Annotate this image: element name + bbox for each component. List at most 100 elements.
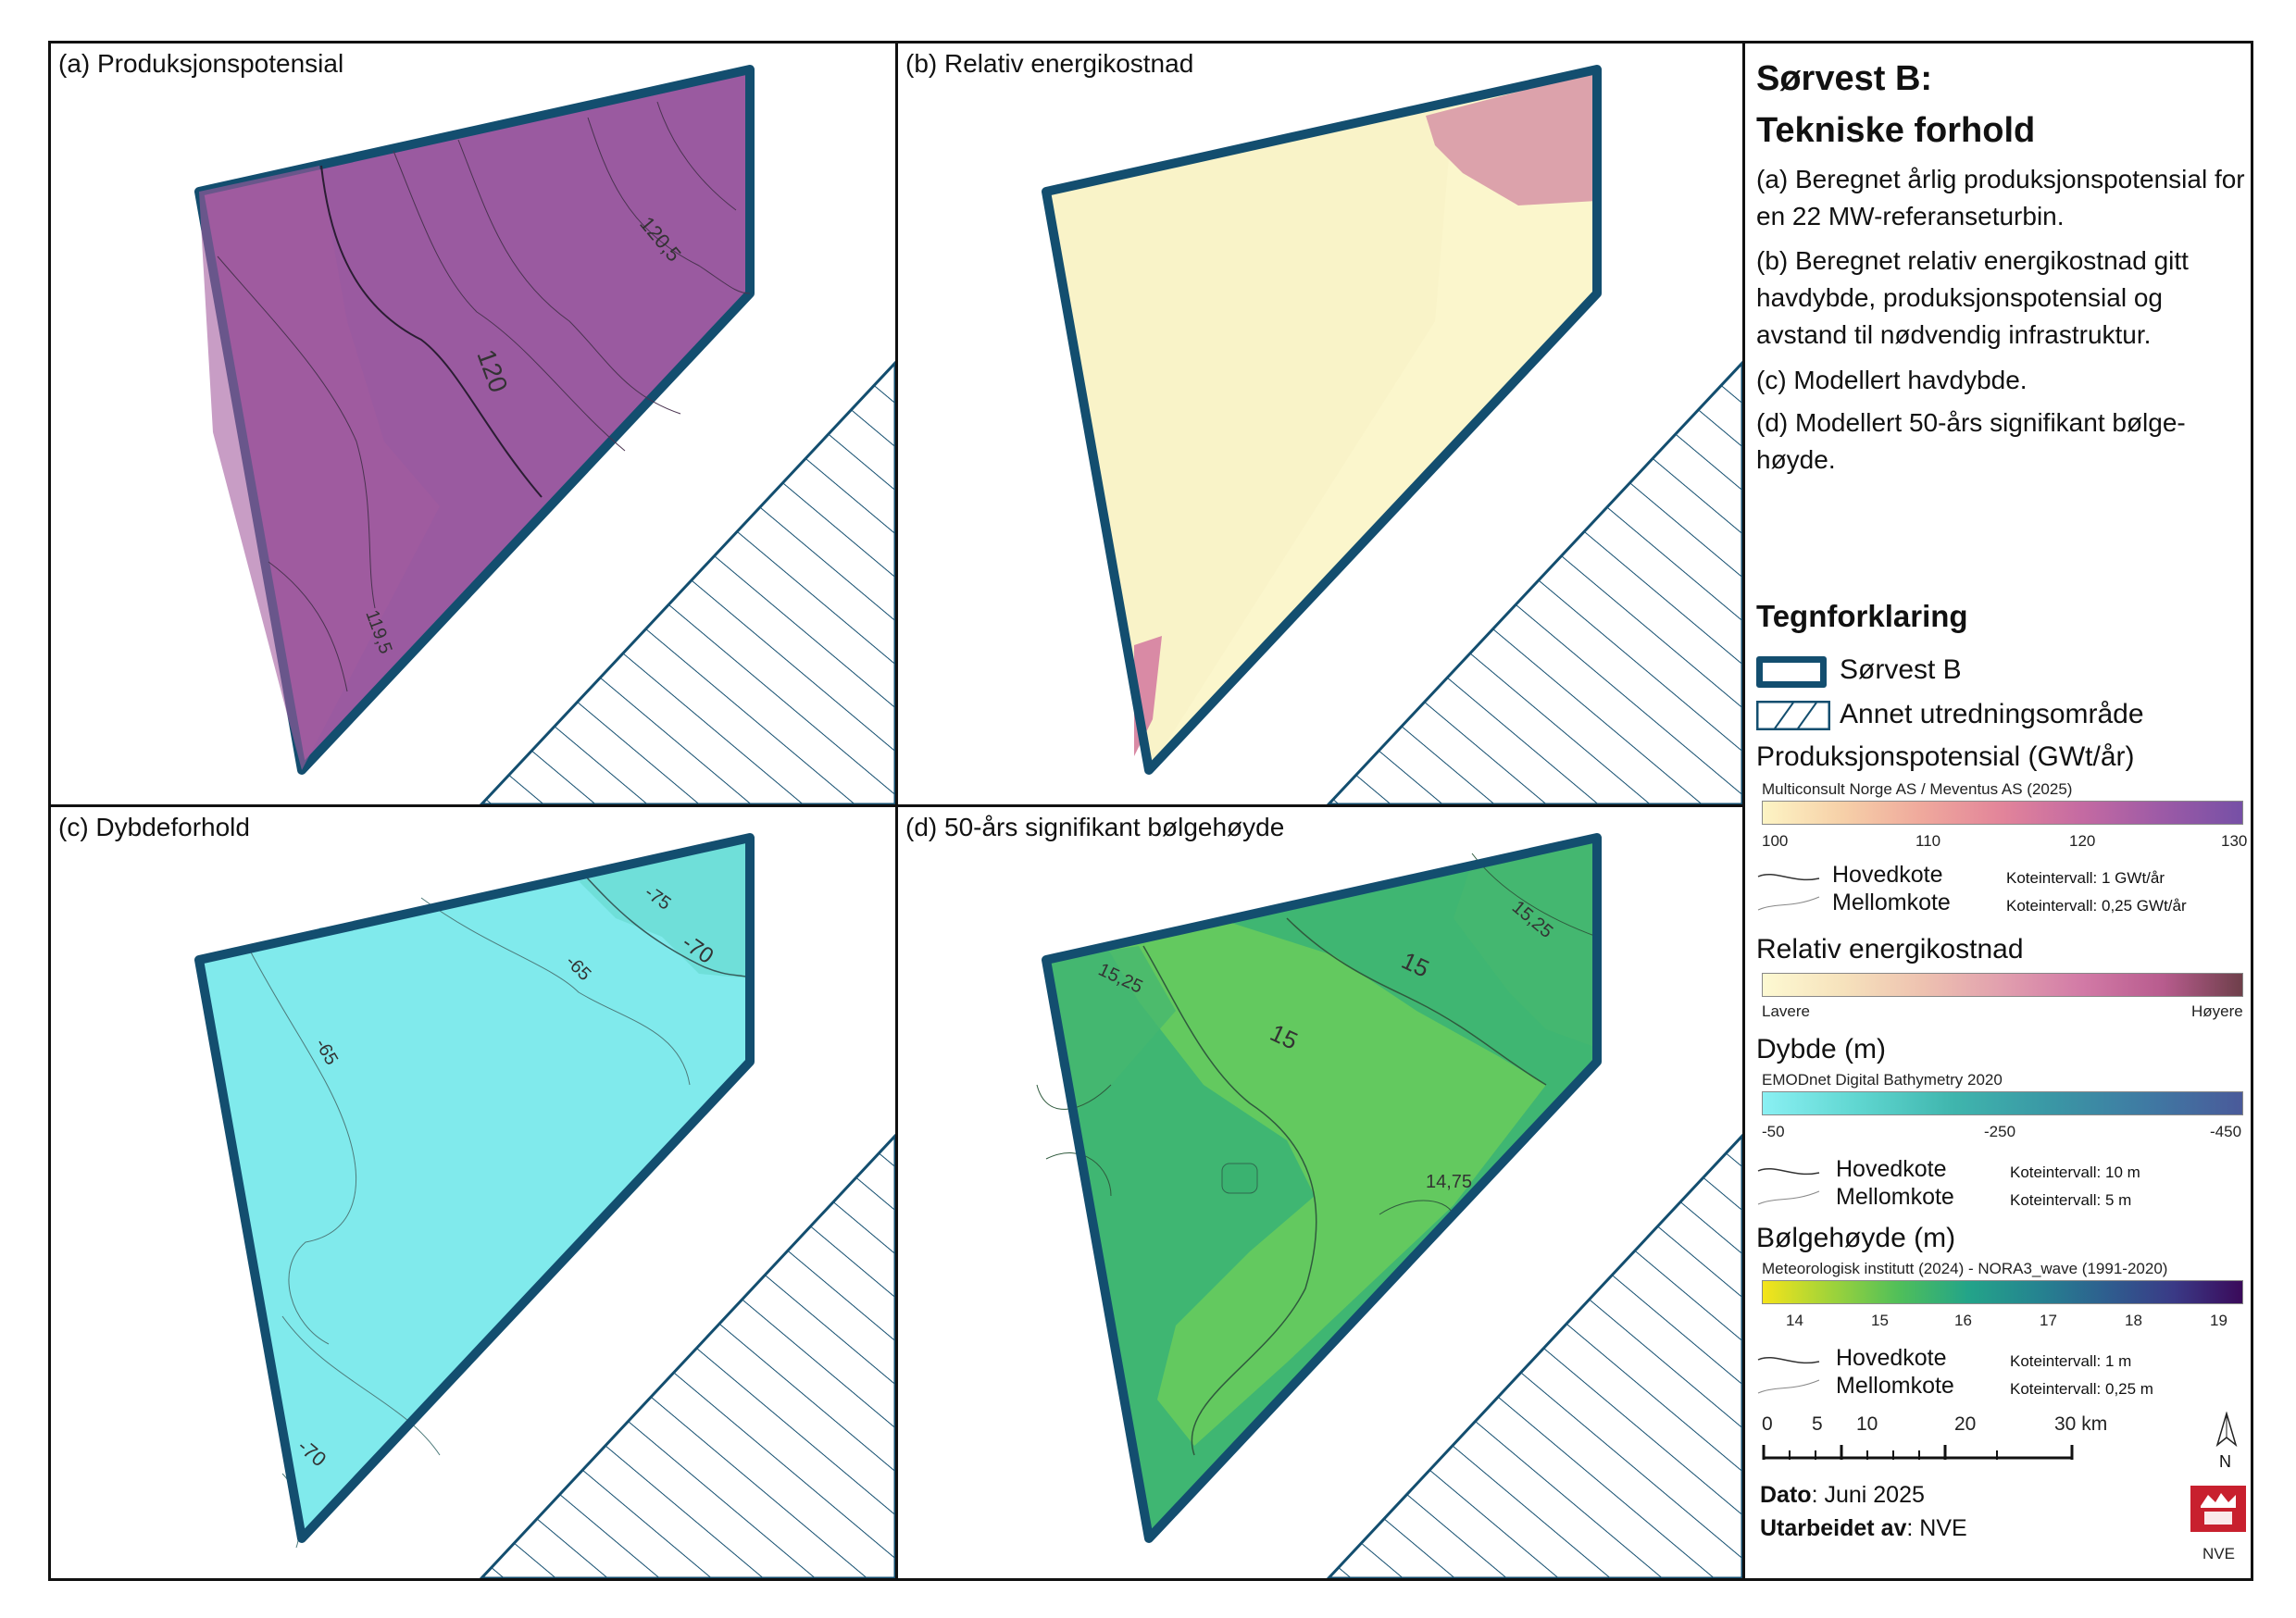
hatch-label: Annet utredningsområde xyxy=(1840,699,2144,729)
deeper-zone xyxy=(579,838,750,978)
contour-minor xyxy=(1379,1200,1454,1215)
wave-tick: 17 xyxy=(2040,1312,2057,1329)
contour-major xyxy=(320,165,543,498)
depth-minor-interval: Koteintervall: 5 m xyxy=(2010,1191,2132,1209)
prod-legend-title: Produksjonspotensial (GWt/år) xyxy=(1756,741,2135,772)
wave-tick: 16 xyxy=(1954,1312,1972,1329)
contour-minor xyxy=(1036,1084,1112,1110)
wave-height-map: 15,25 15,25 15 15 14,75 xyxy=(1036,833,1742,1578)
panel-divider xyxy=(1742,44,1745,1578)
panel-relative-energy-cost: (b) Relativ energikostnad xyxy=(898,44,1742,804)
prod-major-interval: Koteintervall: 1 GWt/år xyxy=(2006,869,2165,887)
panel-production-potential: 120,5 120 119,5 (a) Produksjonspotensial xyxy=(51,44,895,804)
depth-map: -75 -70 -65 -65 -70 xyxy=(194,833,895,1578)
contour-minor xyxy=(587,117,751,294)
scale-tick: 10 xyxy=(1856,1413,1878,1435)
prod-minor-interval: Koteintervall: 0,25 GWt/år xyxy=(2006,897,2187,915)
depth-color-ramp xyxy=(1762,1091,2243,1115)
contour-minor xyxy=(656,101,737,211)
panel-divider xyxy=(895,44,898,1578)
wave-zone-higher xyxy=(1454,838,1597,1048)
scale-tick: 0 xyxy=(1762,1413,1773,1435)
cost-low-label: Lavere xyxy=(1762,1002,1810,1020)
wave-zone-lower xyxy=(1106,923,1546,1446)
contour-minor xyxy=(457,139,681,415)
wave-minor-label: Mellomkote xyxy=(1836,1373,1954,1399)
nve-logo xyxy=(2190,1486,2246,1532)
legend-panel: Sørvest B: Tekniske forhold (a) Beregnet… xyxy=(1747,44,2251,1578)
depth-tick: -450 xyxy=(2210,1123,2242,1140)
panel-title: (d) 50-års signifikant bølgehøyde xyxy=(905,813,1285,841)
energy-cost-map xyxy=(1042,65,1742,804)
date-value: : Juni 2025 xyxy=(1811,1482,1925,1508)
author-value: : NVE xyxy=(1906,1515,1967,1541)
north-label: N xyxy=(2219,1452,2231,1471)
cost-high-label: Høyere xyxy=(2191,1002,2243,1020)
contour-minor xyxy=(268,561,348,692)
contour-major-swatch xyxy=(1757,1167,1820,1175)
legend-subtitle: Tekniske forhold xyxy=(1756,111,2036,150)
contour-major xyxy=(1142,945,1317,1456)
legend-heading: Tegnforklaring xyxy=(1756,599,1968,633)
panel-title: (a) Produksjonspotensial xyxy=(58,49,344,78)
high-cost-zone xyxy=(1426,71,1597,205)
contour-minor xyxy=(393,150,626,452)
panel-divider xyxy=(51,804,1742,807)
wave-source: Meteorologisk institutt (2024) - NORA3_w… xyxy=(1762,1260,2168,1277)
study-area-polygon xyxy=(199,838,750,1538)
other-study-area xyxy=(1326,360,1742,804)
contour-major-swatch xyxy=(1757,1356,1820,1363)
wave-major-label: Hovedkote xyxy=(1836,1345,1947,1371)
description-b: (b) Beregnet relativ energikostnad gitt … xyxy=(1756,246,2189,349)
date-label: Dato xyxy=(1760,1482,1812,1508)
legend-title: Sørvest B: xyxy=(1756,59,1933,98)
prod-tick: 120 xyxy=(2069,832,2096,850)
panel-title: (b) Relativ energikostnad xyxy=(905,49,1194,78)
scale-bar xyxy=(1762,1445,2074,1460)
description-a: (a) Beregnet årlig produksjonspotensial … xyxy=(1756,165,2245,230)
wave-tick: 18 xyxy=(2125,1312,2142,1329)
wave-minor-interval: Koteintervall: 0,25 m xyxy=(2010,1380,2153,1398)
scale-tick: 20 xyxy=(1954,1413,1977,1435)
depth-minor-label: Mellomkote xyxy=(1836,1184,1954,1210)
description-c: (c) Modellert havdybde. xyxy=(1756,366,2028,394)
prod-source: Multiconsult Norge AS / Meventus AS (202… xyxy=(1762,780,2073,798)
author-label: Utarbeidet av xyxy=(1760,1515,1907,1541)
contour-major xyxy=(582,873,751,979)
prod-tick: 130 xyxy=(2221,832,2248,850)
wave-tick: 15 xyxy=(1871,1312,1889,1329)
depth-major-label: Hovedkote xyxy=(1836,1156,1947,1182)
depth-tick: -250 xyxy=(1984,1123,2016,1140)
contour-minor-swatch xyxy=(1757,896,1820,911)
depth-legend-title: Dybde (m) xyxy=(1756,1034,1887,1064)
wave-color-ramp xyxy=(1762,1280,2243,1304)
description-d: (d) Modellert 50-års signifikant bølge-h… xyxy=(1756,408,2186,474)
depth-source: EMODnet Digital Bathymetry 2020 xyxy=(1762,1071,2003,1089)
contour-minor xyxy=(420,897,691,1086)
hatch-swatch xyxy=(1756,701,1830,730)
contour-minor xyxy=(249,950,356,1345)
logo-text: NVE xyxy=(2202,1545,2235,1562)
contour-minor xyxy=(217,255,376,609)
wave-legend-title: Bølgehøyde (m) xyxy=(1756,1223,1956,1253)
area-swatch xyxy=(1756,656,1827,688)
contour-minor-swatch xyxy=(1757,1190,1820,1205)
depth-tick: -50 xyxy=(1762,1123,1785,1140)
other-study-area xyxy=(479,360,895,804)
scale-tick: 5 xyxy=(1812,1413,1823,1435)
date-line: Dato: Juni 2025 xyxy=(1760,1482,1925,1509)
cost-color-ramp xyxy=(1762,973,2243,997)
prod-minor-label: Mellomkote xyxy=(1832,890,1951,915)
contour-major xyxy=(1286,917,1547,1086)
cost-legend-title: Relativ energikostnad xyxy=(1756,934,2024,965)
map-frame xyxy=(48,41,2253,1581)
contour-minor-swatch xyxy=(1757,1379,1820,1394)
other-study-area xyxy=(479,1133,895,1578)
scale-tick: 30 km xyxy=(2054,1413,2108,1435)
north-arrow-icon xyxy=(2215,1412,2238,1448)
prod-tick: 110 xyxy=(1915,832,1941,850)
area-label: Sørvest B xyxy=(1840,654,1962,685)
author-line: Utarbeidet av: NVE xyxy=(1760,1515,1967,1542)
wave-tick: 14 xyxy=(1786,1312,1803,1329)
prod-color-ramp xyxy=(1762,801,2243,825)
